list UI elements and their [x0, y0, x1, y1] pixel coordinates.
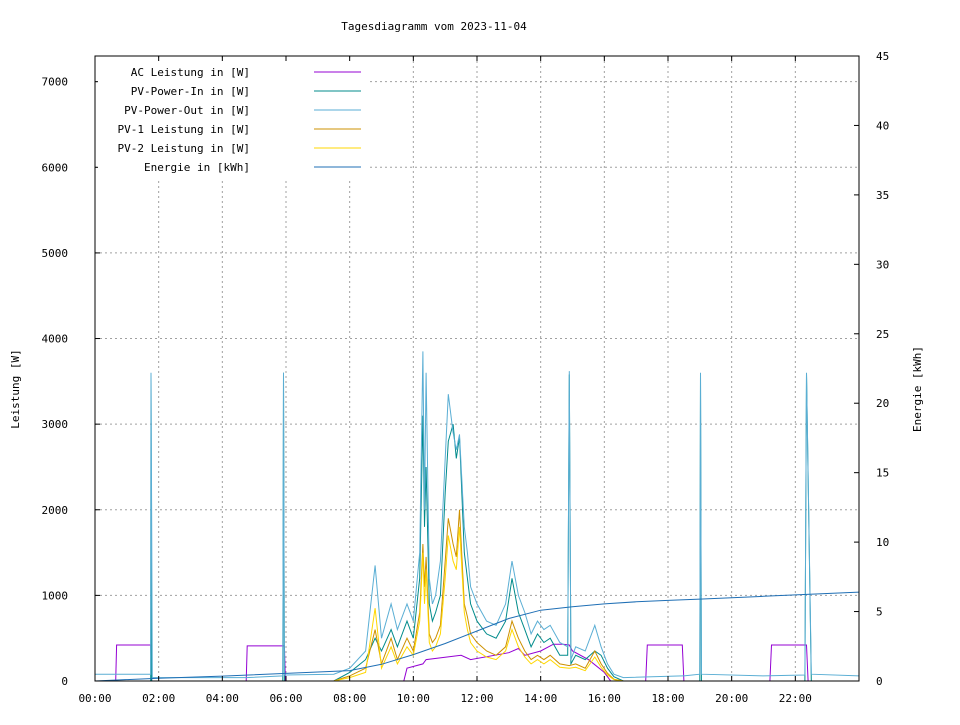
axes: 00:00 02:00 04:00 06:00 08:00 10:00 12:00 14:00…: [42, 50, 890, 705]
grid: [95, 56, 859, 681]
x-tick-label: 14:00: [524, 692, 557, 705]
legend-background: [98, 61, 368, 179]
chart-title: Tagesdiagramm vom 2023-11-04: [341, 20, 527, 33]
y2-tick-label: 10: [876, 536, 889, 549]
x-tick-label: 04:00: [206, 692, 239, 705]
x-tick-label: 20:00: [715, 692, 748, 705]
y-tick-label: 7000: [42, 76, 69, 89]
y-tick-label: 5000: [42, 247, 69, 260]
legend-label: Energie in [kWh]: [144, 161, 250, 174]
y-axis-label: Leistung [W]: [9, 349, 22, 428]
y-tick-label: 3000: [42, 418, 69, 431]
y-tick-label: 1000: [42, 589, 69, 602]
y2-tick-label: 5: [876, 606, 883, 619]
x-tick-label: 02:00: [142, 692, 175, 705]
legend-label: PV-2 Leistung in [W]: [118, 142, 250, 155]
y-tick-label: 4000: [42, 333, 69, 346]
legend-label: PV-Power-In in [W]: [131, 85, 250, 98]
legend-label: PV-Power-Out in [W]: [124, 104, 250, 117]
y2-tick-label: 25: [876, 328, 889, 341]
series-line-5: [95, 526, 859, 682]
x-tick-label: 06:00: [269, 692, 302, 705]
x-tick-label: 18:00: [651, 692, 684, 705]
y-tick-label: 2000: [42, 504, 69, 517]
x-tick-label: 12:00: [460, 692, 493, 705]
x-tick-label: 22:00: [779, 692, 812, 705]
y2-tick-label: 20: [876, 397, 889, 410]
y2-tick-label: 45: [876, 50, 889, 63]
legend: AC Leistung in [W] PV-Power-In in [W] PV-P…: [118, 66, 361, 174]
x-tick-label: 10:00: [397, 692, 430, 705]
legend-label: AC Leistung in [W]: [131, 66, 250, 79]
x-tick-label: 08:00: [333, 692, 366, 705]
y2-tick-label: 15: [876, 467, 889, 480]
y2-tick-label: 40: [876, 119, 889, 132]
x-tick-label: 16:00: [588, 692, 621, 705]
y2-tick-label: 0: [876, 675, 883, 688]
y2-axis-label: Energie [kWh]: [911, 346, 924, 432]
legend-label: PV-1 Leistung in [W]: [118, 123, 250, 136]
series-line-2: [95, 372, 859, 682]
y-tick-label: 6000: [42, 161, 69, 174]
x-tick-label: 00:00: [78, 692, 111, 705]
series-line-3: [95, 351, 860, 679]
y2-tick-label: 30: [876, 258, 889, 271]
series-line-6: [94, 591, 860, 682]
y-tick-label: 0: [61, 675, 68, 688]
y2-tick-label: 35: [876, 189, 889, 202]
